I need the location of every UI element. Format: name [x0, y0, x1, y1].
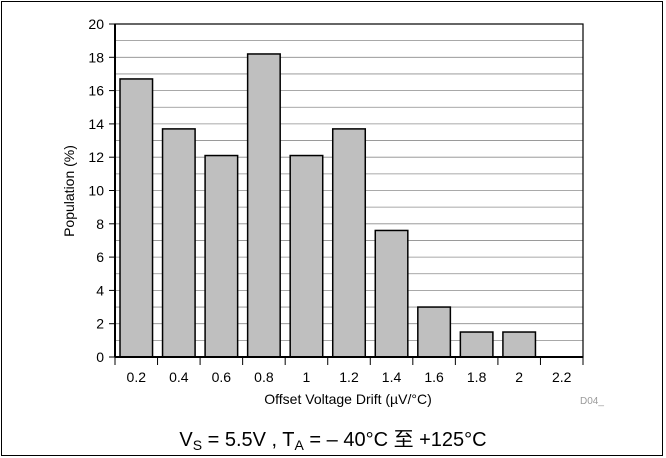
- bar-1: [290, 156, 323, 357]
- bar-1.4: [375, 230, 408, 357]
- vs-symbol: V: [179, 429, 192, 451]
- bars: [120, 54, 535, 357]
- y-tick-label: 8: [96, 216, 104, 232]
- bar-1.6: [418, 307, 451, 357]
- bar-0.4: [163, 129, 196, 357]
- vs-value: = 5.5V ,: [202, 429, 282, 451]
- ta-symbol: T: [282, 429, 294, 451]
- y-tick-label: 18: [88, 49, 104, 65]
- y-tick-label: 6: [96, 249, 104, 265]
- x-tick-label: 2.2: [552, 369, 572, 385]
- x-tick-label: 0.2: [127, 369, 147, 385]
- y-tick-label: 12: [88, 149, 104, 165]
- x-tick-label: 2: [515, 369, 523, 385]
- vs-subscript: S: [193, 437, 202, 453]
- y-tick-label: 2: [96, 316, 104, 332]
- x-tick-label: 1: [303, 369, 311, 385]
- bar-2: [503, 332, 536, 357]
- bar-0.8: [248, 54, 281, 357]
- x-tick-label: 0.4: [169, 369, 189, 385]
- y-tick-label: 20: [88, 16, 104, 32]
- x-axis-label: Offset Voltage Drift (µV/°C): [264, 391, 431, 407]
- bar-0.2: [120, 79, 153, 357]
- bar-1.8: [460, 332, 493, 357]
- bar-1.2: [333, 129, 366, 357]
- x-tick-label: 1.6: [424, 369, 444, 385]
- chart-caption: VS = 5.5V , TA = – 40°C 至 +125°C: [0, 423, 666, 453]
- x-ticks: 0.2 0.4 0.6 0.8 1 1.2 1.4 1.6 1.8 2 2.2: [115, 357, 583, 385]
- y-axis-label: Population (%): [61, 145, 77, 237]
- x-tick-label: 0.8: [254, 369, 274, 385]
- figure-reference: D04_: [580, 396, 604, 407]
- y-tick-label: 4: [96, 282, 104, 298]
- x-tick-label: 1.8: [467, 369, 487, 385]
- y-ticks: 0 2 4 6 8 10 12 14 16 18 20: [88, 16, 115, 365]
- x-tick-label: 0.6: [212, 369, 232, 385]
- ta-value: = – 40°C 至 +125°C: [304, 429, 487, 451]
- x-tick-label: 1.2: [339, 369, 359, 385]
- ta-subscript: A: [295, 437, 304, 453]
- x-tick-label: 1.4: [382, 369, 402, 385]
- y-tick-label: 10: [88, 183, 104, 199]
- y-tick-label: 16: [88, 83, 104, 99]
- y-tick-label: 0: [96, 349, 104, 365]
- bar-0.6: [205, 156, 238, 357]
- y-tick-label: 14: [88, 116, 104, 132]
